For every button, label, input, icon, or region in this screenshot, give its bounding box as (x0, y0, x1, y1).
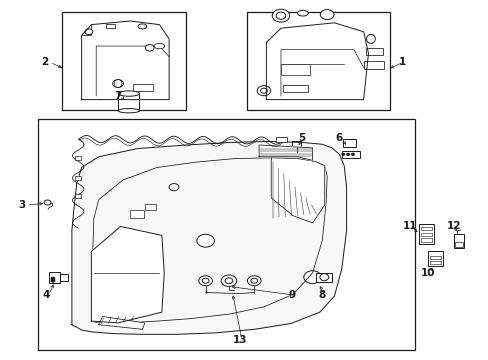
Text: 5: 5 (298, 133, 305, 143)
Bar (429, 256, 440, 259)
Bar (363, 62, 383, 69)
Polygon shape (99, 316, 144, 329)
Circle shape (247, 276, 261, 286)
Text: 12: 12 (446, 221, 460, 231)
Bar (454, 242, 462, 247)
Polygon shape (271, 158, 324, 223)
Bar (420, 227, 431, 230)
Circle shape (351, 153, 354, 156)
Circle shape (260, 88, 267, 93)
Bar (453, 234, 463, 248)
Bar (130, 210, 143, 217)
Bar (281, 64, 309, 75)
Bar (283, 85, 307, 93)
Text: 7: 7 (114, 91, 122, 101)
Text: 4: 4 (42, 290, 50, 300)
Bar (75, 194, 81, 198)
Bar (60, 274, 68, 281)
Text: 3: 3 (18, 200, 25, 210)
Circle shape (346, 153, 349, 156)
Ellipse shape (297, 10, 307, 16)
Ellipse shape (138, 24, 146, 29)
Circle shape (276, 12, 285, 19)
Bar (246, 12, 389, 111)
Circle shape (44, 200, 51, 205)
Bar (62, 12, 186, 111)
Circle shape (85, 29, 93, 35)
Bar (118, 94, 139, 111)
Ellipse shape (319, 274, 328, 281)
Bar (342, 139, 356, 147)
Ellipse shape (154, 43, 164, 49)
Circle shape (51, 277, 55, 280)
Bar (38, 119, 414, 350)
Circle shape (320, 10, 333, 19)
Ellipse shape (118, 91, 139, 96)
Circle shape (134, 251, 145, 259)
Circle shape (199, 276, 212, 286)
Text: 6: 6 (335, 133, 342, 143)
Circle shape (51, 279, 55, 282)
Text: 11: 11 (402, 221, 416, 231)
Text: 1: 1 (398, 57, 406, 67)
Text: 10: 10 (420, 268, 435, 278)
Circle shape (221, 275, 236, 287)
Bar (132, 84, 153, 91)
Bar (366, 48, 382, 55)
Circle shape (341, 153, 344, 156)
Text: 2: 2 (41, 57, 49, 67)
Bar (418, 224, 433, 244)
Circle shape (202, 278, 208, 283)
Circle shape (257, 86, 270, 96)
Ellipse shape (114, 80, 122, 87)
Bar (420, 233, 431, 236)
Circle shape (272, 9, 289, 22)
Circle shape (250, 278, 257, 283)
Circle shape (303, 271, 321, 284)
Circle shape (197, 234, 214, 247)
Circle shape (169, 184, 179, 191)
Bar (291, 141, 300, 147)
Circle shape (224, 278, 232, 284)
Bar (75, 156, 81, 160)
Bar (316, 273, 331, 282)
Polygon shape (81, 21, 169, 100)
Text: 9: 9 (288, 290, 295, 300)
Bar (341, 151, 360, 158)
Bar (276, 137, 286, 143)
Polygon shape (266, 23, 368, 100)
Bar (106, 24, 115, 28)
Polygon shape (91, 226, 164, 323)
Bar (427, 251, 442, 266)
Text: 13: 13 (232, 335, 246, 345)
Circle shape (145, 45, 154, 51)
Polygon shape (72, 141, 346, 334)
Bar (144, 204, 155, 210)
Bar (429, 261, 440, 264)
Circle shape (113, 80, 123, 87)
Polygon shape (259, 145, 312, 160)
Bar (420, 238, 431, 242)
Ellipse shape (118, 109, 139, 113)
Ellipse shape (366, 35, 374, 43)
Bar (75, 176, 81, 180)
Bar (49, 272, 60, 283)
Text: 8: 8 (318, 290, 325, 300)
